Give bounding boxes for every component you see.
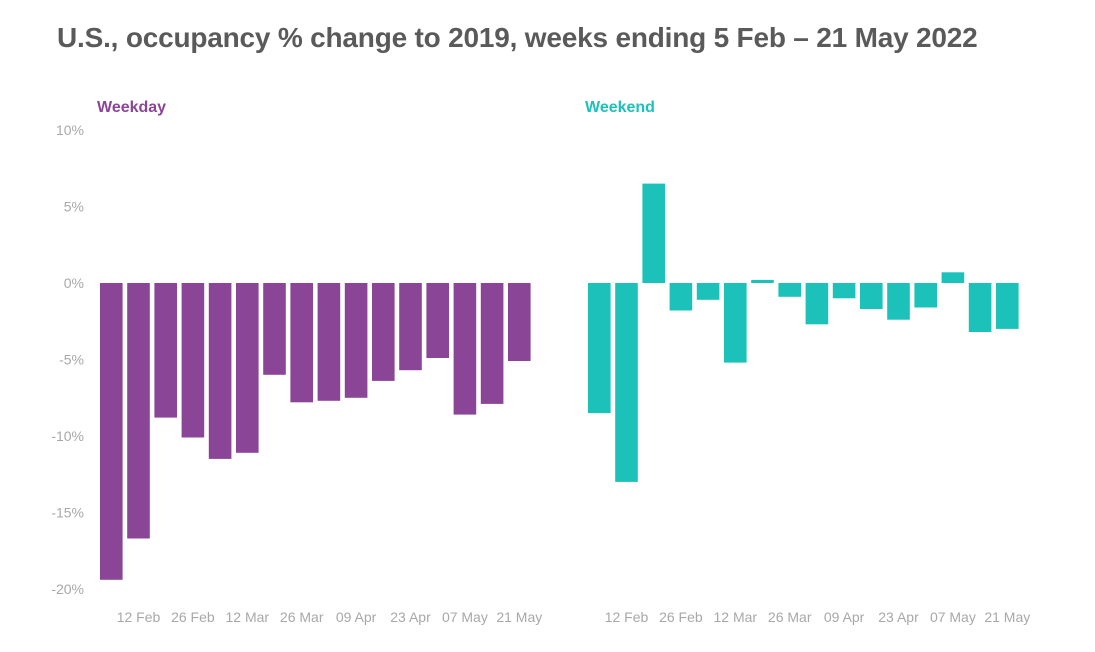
weekday-bar	[508, 283, 531, 361]
weekend-bar	[615, 283, 638, 482]
weekend-bar	[669, 283, 693, 311]
weekday-series-label: Weekday	[97, 99, 166, 116]
y-axis: 10% 5% 0% -5% -10% -15% -20%	[51, 122, 84, 597]
weekend-bar	[588, 283, 611, 414]
x-tick-label: 12 Mar	[226, 609, 270, 625]
weekday-bar	[453, 283, 477, 415]
y-tick-label: 0%	[64, 275, 84, 291]
weekday-bar	[236, 283, 259, 453]
weekday-bar	[480, 283, 504, 404]
x-tick-label: 26 Mar	[768, 609, 812, 625]
weekend-bar	[724, 283, 747, 363]
weekend-bar	[996, 283, 1019, 329]
y-tick-label: -10%	[51, 428, 84, 444]
weekday-bar	[127, 283, 150, 539]
x-tick-label: 09 Apr	[336, 609, 377, 625]
x-tick-label: 09 Apr	[824, 609, 865, 625]
weekday-bar	[208, 283, 232, 459]
y-tick-label: -5%	[59, 352, 84, 368]
x-tick-label: 26 Feb	[171, 609, 215, 625]
x-tick-label: 23 Apr	[878, 609, 919, 625]
weekday-bar	[290, 283, 313, 403]
weekend-bar	[968, 283, 992, 332]
weekend-bar	[751, 279, 774, 283]
weekday-panel: Weekday 12 Feb 26 Feb 12 Mar 26 Mar 09 Apr 23…	[97, 99, 542, 625]
x-tick-label: 26 Mar	[280, 609, 324, 625]
y-tick-label: 5%	[64, 199, 84, 215]
weekend-bar	[941, 272, 965, 283]
weekend-panel: Weekend 12 Feb 26 Feb 12 Mar 26 Mar 09 Apr 23…	[585, 99, 1030, 625]
x-tick-label: 23 Apr	[390, 609, 431, 625]
x-tick-label: 12 Mar	[714, 609, 758, 625]
weekend-bar	[914, 283, 937, 308]
x-tick-label: 21 May	[496, 609, 542, 625]
x-tick-label: 07 May	[442, 609, 488, 625]
x-tick-label: 12 Feb	[605, 609, 649, 625]
weekday-bar	[399, 283, 422, 371]
weekend-bar	[887, 283, 910, 320]
weekend-series-label: Weekend	[585, 99, 655, 116]
chart-title: U.S., occupancy % change to 2019, weeks …	[57, 22, 978, 53]
x-tick-label: 07 May	[930, 609, 976, 625]
y-tick-label: -20%	[51, 581, 84, 597]
weekend-bar	[778, 283, 801, 297]
weekday-bar	[154, 283, 177, 418]
weekday-bar	[426, 283, 449, 358]
x-tick-label: 12 Feb	[117, 609, 161, 625]
weekday-bar	[263, 283, 286, 375]
y-tick-label: -15%	[51, 505, 84, 521]
weekday-bar	[100, 283, 123, 580]
weekend-bar	[832, 283, 856, 299]
weekday-bar	[372, 283, 395, 381]
weekday-bar	[344, 283, 368, 398]
weekend-bar	[642, 183, 665, 283]
weekend-bar	[696, 283, 720, 300]
weekend-bar	[860, 283, 883, 309]
x-tick-label: 21 May	[984, 609, 1030, 625]
y-tick-label: 10%	[56, 122, 84, 138]
weekday-bar	[181, 283, 205, 438]
x-tick-label: 26 Feb	[659, 609, 703, 625]
weekend-bar	[805, 283, 829, 325]
weekday-bar	[317, 283, 341, 401]
